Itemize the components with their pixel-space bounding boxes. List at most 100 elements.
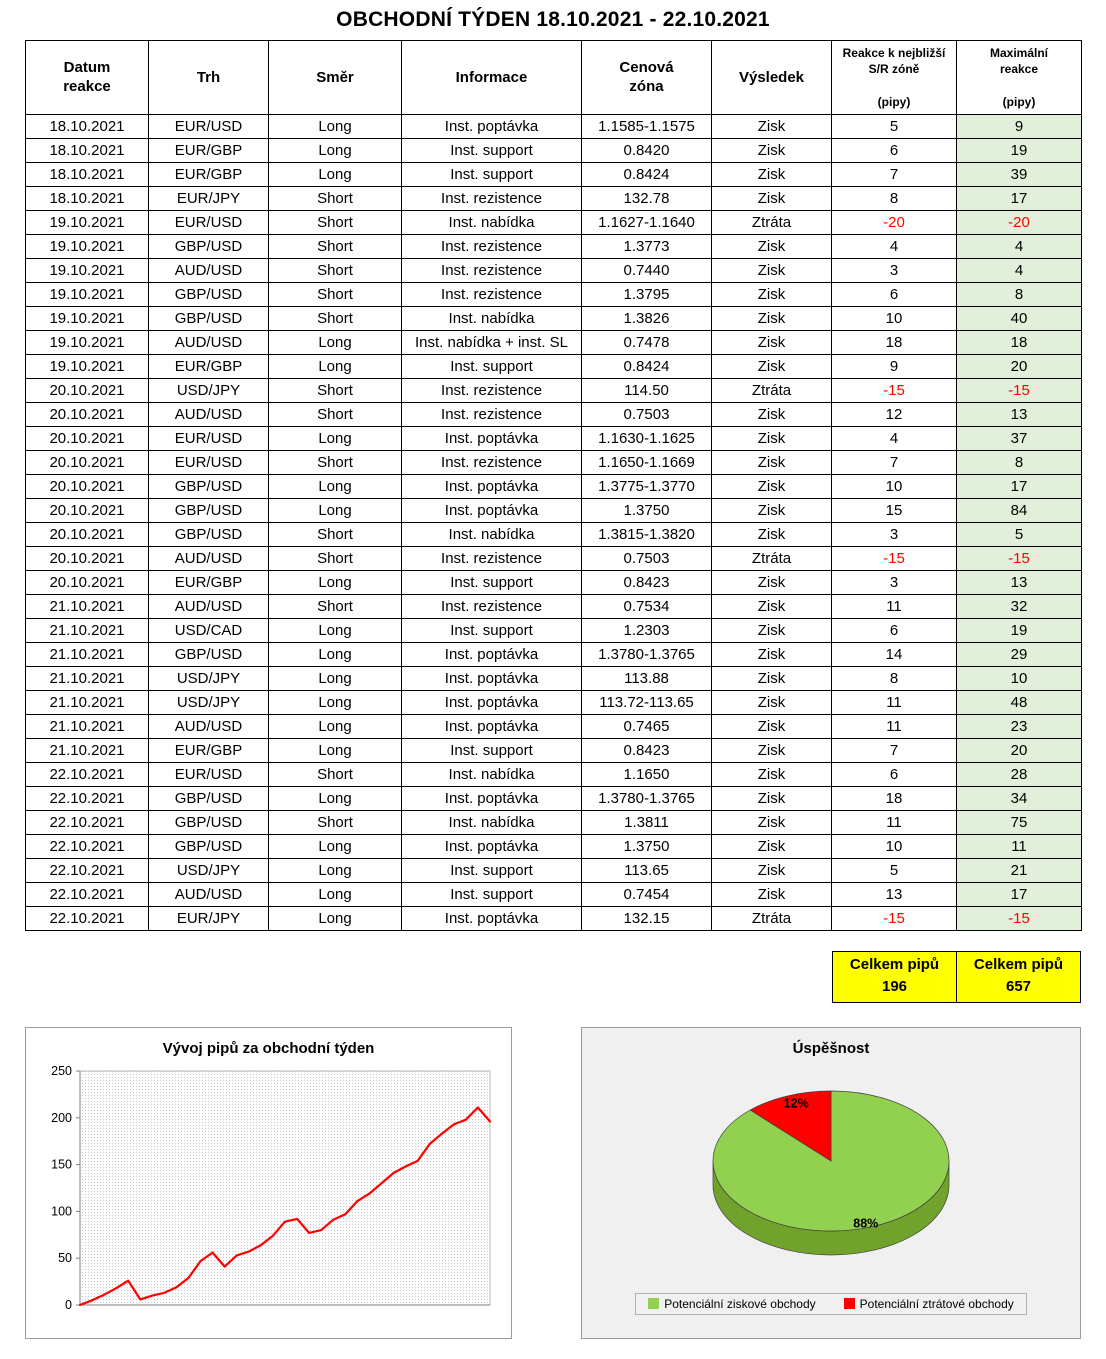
max-reaction-cell: 20: [956, 737, 1082, 763]
reaction-cell: 6: [831, 761, 957, 787]
table-row: 18.10.2021 EUR/JPY Short Inst. rezistence 13…: [25, 185, 1082, 211]
table-row: 19.10.2021 EUR/GBP Long Inst. support 0.8424…: [25, 353, 1082, 379]
reaction-cell: 6: [831, 137, 957, 163]
market-cell: GBP/USD: [148, 305, 269, 331]
total-value: 196: [881, 977, 908, 995]
result-cell: Zisk: [711, 257, 832, 283]
date-cell: 21.10.2021: [25, 689, 149, 715]
table-row: 20.10.2021 AUD/USD Short Inst. rezistence 0.…: [25, 401, 1082, 427]
direction-cell: Long: [268, 473, 402, 499]
result-cell: Zisk: [711, 401, 832, 427]
max-reaction-cell: 34: [956, 785, 1082, 811]
direction-cell: Long: [268, 353, 402, 379]
table-row: 21.10.2021 AUD/USD Long Inst. poptávka 0.746…: [25, 713, 1082, 739]
date-cell: 21.10.2021: [25, 593, 149, 619]
table-row: 21.10.2021 GBP/USD Long Inst. poptávka 1.378…: [25, 641, 1082, 667]
direction-cell: Long: [268, 617, 402, 643]
direction-cell: Long: [268, 641, 402, 667]
info-cell: Inst. rezistence: [401, 401, 582, 427]
market-cell: USD/JPY: [148, 857, 269, 883]
info-cell: Inst. rezistence: [401, 593, 582, 619]
column-header: Datum reakce: [25, 40, 149, 115]
direction-cell: Short: [268, 185, 402, 211]
table-row: 19.10.2021 GBP/USD Short Inst. rezistence 1.…: [25, 233, 1082, 259]
reaction-cell: 7: [831, 161, 957, 187]
result-cell: Zisk: [711, 281, 832, 307]
market-cell: EUR/USD: [148, 209, 269, 235]
date-cell: 20.10.2021: [25, 545, 149, 571]
max-reaction-cell: 29: [956, 641, 1082, 667]
market-cell: GBP/USD: [148, 809, 269, 835]
reaction-cell: 8: [831, 185, 957, 211]
result-cell: Zisk: [711, 185, 832, 211]
max-reaction-cell: 84: [956, 497, 1082, 523]
reaction-cell: 3: [831, 257, 957, 283]
max-reaction-cell: 23: [956, 713, 1082, 739]
column-header: Maximální reakce (pipy): [956, 40, 1082, 115]
table-row: 19.10.2021 EUR/USD Short Inst. nabídka 1.162…: [25, 209, 1082, 235]
result-cell: Ztráta: [711, 545, 832, 571]
reaction-cell: 4: [831, 233, 957, 259]
svg-text:200: 200: [51, 1111, 72, 1125]
direction-cell: Long: [268, 137, 402, 163]
total-value: 657: [1005, 977, 1032, 995]
result-cell: Ztráta: [711, 905, 832, 931]
max-reaction-cell: 5: [956, 521, 1082, 547]
info-cell: Inst. poptávka: [401, 425, 582, 451]
market-cell: EUR/JPY: [148, 905, 269, 931]
max-reaction-cell: -15: [956, 905, 1082, 931]
reaction-cell: 6: [831, 617, 957, 643]
max-reaction-cell: -15: [956, 377, 1082, 403]
max-reaction-cell: 9: [956, 113, 1082, 139]
result-cell: Zisk: [711, 641, 832, 667]
trades-table: Datum reakce Trh Směr Informace Cenová zóna V…: [25, 40, 1082, 931]
reaction-cell: 11: [831, 713, 957, 739]
info-cell: Inst. poptávka: [401, 905, 582, 931]
zone-cell: 1.1650-1.1669: [581, 449, 712, 475]
line-chart: 0 50 100 150 200 250: [51, 1064, 491, 1312]
direction-cell: Short: [268, 257, 402, 283]
date-cell: 18.10.2021: [25, 113, 149, 139]
green-swatch-icon: [648, 1298, 660, 1310]
result-cell: Zisk: [711, 809, 832, 835]
max-reaction-cell: 19: [956, 137, 1082, 163]
info-cell: Inst. poptávka: [401, 473, 582, 499]
svg-text:250: 250: [51, 1064, 72, 1078]
table-row: 18.10.2021 EUR/USD Long Inst. poptávka 1.158…: [25, 113, 1082, 139]
column-header: Výsledek: [711, 40, 832, 115]
zone-cell: 0.7503: [581, 401, 712, 427]
info-cell: Inst. support: [401, 617, 582, 643]
market-cell: EUR/GBP: [148, 161, 269, 187]
date-cell: 19.10.2021: [25, 353, 149, 379]
date-cell: 20.10.2021: [25, 473, 149, 499]
date-cell: 22.10.2021: [25, 905, 149, 931]
result-cell: Zisk: [711, 353, 832, 379]
market-cell: EUR/GBP: [148, 353, 269, 379]
table-row: 21.10.2021 AUD/USD Short Inst. rezistence 0.…: [25, 593, 1082, 619]
info-cell: Inst. rezistence: [401, 185, 582, 211]
legend-label-profit: Potenciální ziskové obchody: [664, 1296, 816, 1311]
direction-cell: Short: [268, 761, 402, 787]
max-reaction-cell: 21: [956, 857, 1082, 883]
zone-cell: 114.50: [581, 377, 712, 403]
direction-cell: Short: [268, 449, 402, 475]
date-cell: 19.10.2021: [25, 233, 149, 259]
date-cell: 20.10.2021: [25, 377, 149, 403]
result-cell: Zisk: [711, 473, 832, 499]
column-header: Trh: [148, 40, 269, 115]
reaction-cell: -15: [831, 545, 957, 571]
zone-cell: 132.15: [581, 905, 712, 931]
direction-cell: Long: [268, 161, 402, 187]
market-cell: GBP/USD: [148, 497, 269, 523]
direction-cell: Long: [268, 113, 402, 139]
total-label: Celkem pipů: [849, 955, 940, 973]
result-cell: Zisk: [711, 593, 832, 619]
max-reaction-cell: 32: [956, 593, 1082, 619]
zone-cell: 1.3773: [581, 233, 712, 259]
reaction-cell: -15: [831, 905, 957, 931]
zone-cell: 1.3780-1.3765: [581, 641, 712, 667]
svg-text:150: 150: [51, 1157, 72, 1171]
reaction-cell: 11: [831, 809, 957, 835]
table-row: 22.10.2021 AUD/USD Long Inst. support 0.7454…: [25, 881, 1082, 907]
